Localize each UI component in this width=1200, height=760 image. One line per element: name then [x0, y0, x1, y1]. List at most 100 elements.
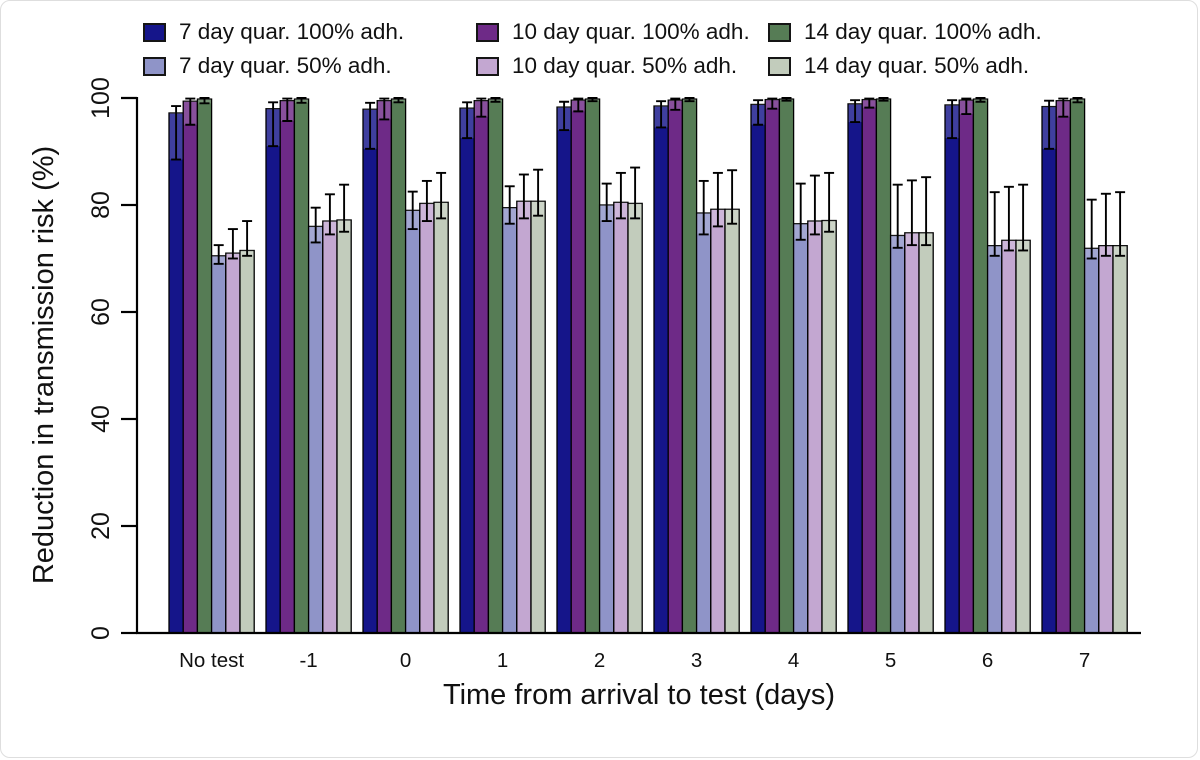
bar: [307, 225, 324, 634]
bar: [1112, 245, 1128, 634]
bar: [570, 99, 587, 634]
bar: [724, 208, 740, 634]
y-tick-label: 60: [87, 298, 115, 326]
bar: [473, 100, 490, 634]
bar: [239, 249, 255, 634]
bar: [1041, 105, 1057, 634]
legend-item-label: 14 day quar. 100% adh.: [804, 19, 1042, 44]
y-tick-label: 80: [87, 191, 115, 219]
bar: [821, 219, 837, 634]
legend-item-10day-100: 10 day quar. 100% adh.: [476, 15, 768, 49]
bar: [598, 204, 615, 634]
bar: [584, 98, 601, 634]
legend-item-7day-50: 7 day quar. 50% adh.: [143, 49, 476, 83]
x-category-label: No test: [179, 649, 244, 672]
bar: [1083, 247, 1100, 634]
y-tick-label: 100: [87, 77, 115, 119]
bar: [695, 212, 712, 634]
legend-item-label: 14 day quar. 50% adh.: [804, 53, 1030, 78]
x-axis-title: Time from arrival to test (days): [443, 679, 835, 711]
bar: [710, 208, 726, 634]
bar: [556, 106, 572, 634]
bar: [972, 98, 989, 634]
y-tick-label: 0: [87, 626, 115, 640]
bar: [433, 201, 449, 634]
bar: [293, 98, 310, 634]
x-category-label: 4: [788, 649, 799, 672]
bar: [1015, 239, 1031, 634]
bar: [750, 103, 766, 634]
bar: [1055, 100, 1072, 634]
bar: [986, 245, 1003, 634]
bar: [1001, 239, 1017, 634]
bar: [1069, 98, 1086, 634]
bar: [404, 209, 421, 634]
y-axis-title: Reduction in transmission risk (%): [28, 146, 60, 584]
bar: [792, 223, 809, 634]
bar: [376, 100, 393, 634]
x-category-label: 5: [885, 649, 896, 672]
bar: [501, 207, 518, 634]
legend-item-label: 7 day quar. 100% adh.: [179, 19, 405, 44]
bar: [196, 98, 213, 634]
bar: [778, 98, 795, 634]
legend-swatch-14day-100: [768, 22, 791, 42]
bar: [627, 202, 643, 634]
legend-swatch-10day-50: [476, 56, 499, 76]
x-category-label: 0: [400, 649, 411, 672]
bar: [336, 219, 352, 634]
bar: [279, 100, 296, 634]
x-category-label: -1: [299, 649, 317, 672]
bar: [875, 98, 892, 634]
bar: [807, 220, 823, 634]
legend-item-14day-100: 14 day quar. 100% adh.: [768, 15, 1042, 49]
bar: [681, 98, 698, 634]
bar: [210, 255, 227, 634]
legend-swatch-7day-50: [143, 56, 166, 76]
plot-area: [168, 97, 1128, 634]
legend-item-label: 10 day quar. 50% adh.: [512, 53, 738, 78]
bar: [847, 103, 863, 634]
bar: [419, 202, 435, 634]
bar: [889, 234, 906, 634]
bar: [182, 100, 199, 634]
bar: [944, 104, 960, 634]
x-category-label: 1: [497, 649, 508, 672]
bar: [958, 99, 975, 634]
bar: [516, 200, 532, 634]
y-tick-label: 40: [87, 405, 115, 433]
bar: [459, 107, 475, 634]
legend-item-7day-100: 7 day quar. 100% adh.: [143, 15, 476, 49]
bar: [362, 108, 378, 634]
bar: [861, 98, 878, 634]
x-category-label: 2: [594, 649, 605, 672]
bar: [322, 220, 338, 634]
x-category-label: 7: [1079, 649, 1090, 672]
legend-item-14day-50: 14 day quar. 50% adh.: [768, 49, 1042, 83]
legend-swatch-14day-50: [768, 56, 791, 76]
legend-swatch-10day-100: [476, 22, 499, 42]
bar: [390, 98, 407, 634]
bar: [667, 99, 684, 634]
bar: [904, 232, 920, 634]
bar: [487, 98, 504, 634]
bar: [1098, 245, 1114, 634]
legend-swatch-7day-100: [143, 22, 166, 42]
axis-ticks: 0 20 40 60 80 100 No test -1 0 1 2 3 4 5 6 7: [87, 77, 1090, 672]
legend-item-label: 10 day quar. 100% adh.: [512, 19, 750, 44]
bar: [168, 112, 184, 634]
bar: [530, 200, 546, 634]
y-tick-label: 20: [87, 512, 115, 540]
x-category-label: 6: [982, 649, 993, 672]
bar: [225, 252, 241, 634]
legend-item-label: 7 day quar. 50% adh.: [179, 53, 392, 78]
bar: [265, 108, 281, 634]
bar: [918, 232, 934, 634]
bar: [613, 201, 629, 634]
bar: [653, 105, 669, 634]
chart-legend: 7 day quar. 100% adh. 7 day quar. 50% ad…: [143, 15, 1042, 83]
bar: [764, 98, 781, 634]
x-category-label: 3: [691, 649, 702, 672]
